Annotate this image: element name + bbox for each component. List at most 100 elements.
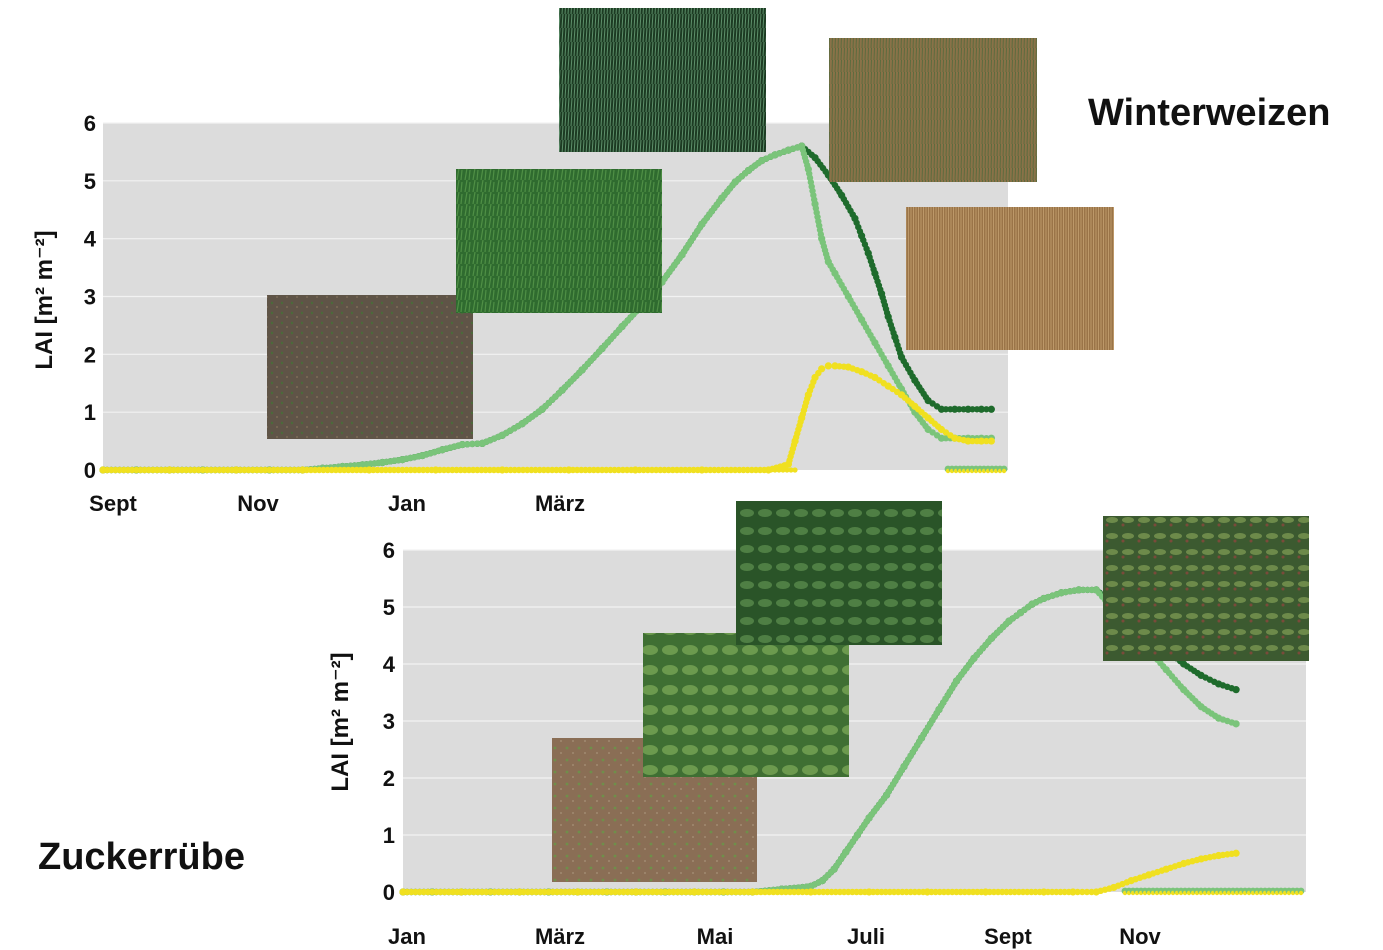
data-point <box>592 889 598 895</box>
data-point <box>756 889 762 895</box>
data-point <box>364 467 370 473</box>
data-point <box>680 889 686 895</box>
data-point-fill <box>1079 888 1086 896</box>
data-point <box>940 889 946 895</box>
data-point <box>576 889 582 895</box>
data-point <box>360 467 366 473</box>
data-point <box>484 889 490 895</box>
data-point <box>884 889 890 895</box>
data-point <box>572 467 578 473</box>
data-point <box>660 889 666 895</box>
data-point <box>496 889 502 895</box>
data-point <box>772 889 778 895</box>
data-point <box>272 467 278 473</box>
data-point <box>276 467 282 473</box>
data-point <box>736 889 742 895</box>
data-point <box>340 467 346 473</box>
data-point <box>532 889 538 895</box>
data-point <box>668 889 674 895</box>
data-point <box>536 889 542 895</box>
data-point <box>836 889 842 895</box>
data-point <box>100 467 106 473</box>
data-point <box>604 467 610 473</box>
data-point <box>952 889 958 895</box>
y-axis-label: LAI [m² m⁻²] <box>31 230 58 369</box>
data-point <box>1298 890 1304 896</box>
data-point <box>232 467 238 473</box>
data-point <box>504 467 510 473</box>
data-point <box>584 889 590 895</box>
data-point <box>300 467 306 473</box>
data-point <box>818 365 826 373</box>
data-point <box>548 467 554 473</box>
data-point <box>464 889 470 895</box>
data-point <box>987 437 995 445</box>
data-point <box>296 467 302 473</box>
data-point <box>664 467 670 473</box>
data-point <box>987 405 995 413</box>
data-point <box>768 889 774 895</box>
data-point <box>1016 889 1022 895</box>
data-point <box>176 467 182 473</box>
zero-baseline <box>100 467 798 473</box>
data-point <box>424 467 430 473</box>
data-point <box>424 889 430 895</box>
data-point <box>116 467 122 473</box>
data-point <box>560 889 566 895</box>
data-point <box>684 467 690 473</box>
data-point <box>780 467 786 473</box>
photo-young-wheat <box>456 169 662 313</box>
data-point <box>416 467 422 473</box>
data-point-fill <box>469 440 476 448</box>
data-point <box>172 467 178 473</box>
data-point <box>816 889 822 895</box>
photo-bare-soil <box>267 295 473 439</box>
data-point <box>632 889 638 895</box>
data-point <box>456 889 462 895</box>
data-point <box>984 889 990 895</box>
data-point <box>152 467 158 473</box>
photo-ripening-wheat <box>829 38 1037 182</box>
data-point <box>336 467 342 473</box>
data-point <box>164 467 170 473</box>
data-point <box>348 467 354 473</box>
data-point <box>428 467 434 473</box>
data-point <box>1012 889 1018 895</box>
data-point <box>976 889 982 895</box>
data-point <box>460 889 466 895</box>
data-series <box>399 586 1305 896</box>
data-point <box>640 467 646 473</box>
baseline-after-harvest <box>944 465 1008 474</box>
data-point <box>444 467 450 473</box>
data-point <box>468 467 474 473</box>
data-point <box>568 889 574 895</box>
data-point <box>672 467 678 473</box>
data-point <box>524 467 530 473</box>
data-point <box>528 889 534 895</box>
data-point <box>1232 849 1240 857</box>
data-point <box>812 889 818 895</box>
data-point <box>292 467 298 473</box>
data-point <box>376 467 382 473</box>
data-point <box>752 467 758 473</box>
data-point <box>852 889 858 895</box>
data-point <box>192 467 198 473</box>
data-point <box>308 467 314 473</box>
data-point <box>456 467 462 473</box>
data-point <box>824 362 832 370</box>
data-point <box>136 467 142 473</box>
data-point <box>256 467 262 473</box>
y-tick-label: 5 <box>383 595 395 620</box>
data-point <box>596 889 602 895</box>
data-point <box>760 467 766 473</box>
x-tick-label: Sept <box>89 491 137 516</box>
data-point <box>792 889 798 895</box>
data-point <box>1000 889 1006 895</box>
data-point <box>612 467 618 473</box>
data-point-fill <box>942 406 950 413</box>
data-point <box>244 467 250 473</box>
data-point <box>988 889 994 895</box>
data-point <box>260 467 266 473</box>
data-point <box>656 467 662 473</box>
data-point <box>648 889 654 895</box>
